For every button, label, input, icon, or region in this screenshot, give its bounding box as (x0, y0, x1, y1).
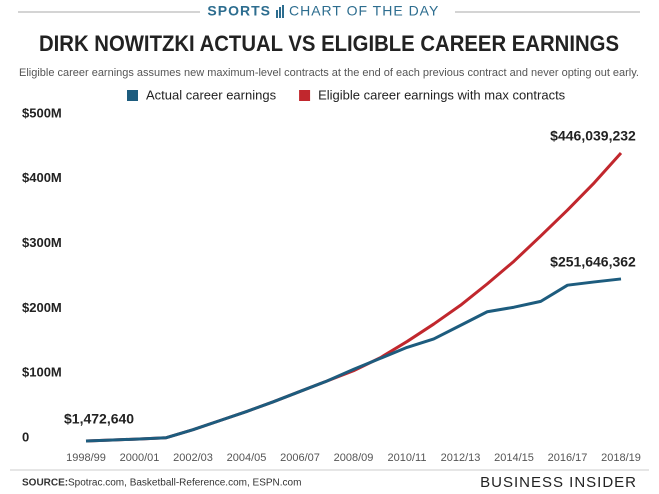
header-right: CHART OF THE DAY (289, 3, 439, 19)
source: Spotrac.com, Basketball-Reference.com, E… (68, 478, 301, 489)
x-tick-label: 2006/07 (280, 452, 320, 464)
brand: BUSINESS INSIDER (480, 474, 637, 491)
chart-subtitle: Eligible career earnings assumes new max… (19, 67, 639, 79)
x-tick-label: 2002/03 (173, 452, 213, 464)
y-tick-label: $400M (22, 170, 62, 185)
data-label: $446,039,232 (550, 128, 636, 144)
legend-label: Actual career earnings (146, 87, 277, 102)
x-tick-label: 1998/99 (66, 452, 106, 464)
legend-swatch (127, 90, 138, 101)
header-left: SPORTS (207, 3, 271, 19)
legend-swatch (299, 90, 311, 101)
x-tick-label: 2012/13 (441, 452, 481, 464)
source-label: SOURCE: (22, 478, 68, 489)
chart-title: DIRK NOWITZKI ACTUAL VS ELIGIBLE CAREER … (39, 31, 619, 56)
legend-label: Eligible career earnings with max contra… (318, 87, 566, 102)
y-tick-label: $500M (22, 105, 62, 120)
x-tick-label: 2018/19 (601, 452, 641, 464)
y-tick-label: 0 (22, 429, 29, 444)
y-tick-label: $100M (22, 365, 62, 380)
header-icon (276, 5, 284, 18)
x-tick-label: 2008/09 (334, 452, 374, 464)
x-tick-label: 2016/17 (548, 452, 588, 464)
data-label: $1,472,640 (64, 411, 134, 427)
series-line (85, 277, 622, 443)
x-tick-label: 2014/15 (494, 452, 534, 464)
series-line (85, 151, 623, 443)
y-tick-label: $200M (22, 300, 62, 315)
x-tick-label: 2000/01 (120, 452, 160, 464)
x-tick-label: 2010/11 (388, 452, 427, 464)
x-tick-label: 2004/05 (227, 452, 267, 464)
data-label: $251,646,362 (550, 254, 636, 270)
y-tick-label: $300M (22, 235, 62, 250)
